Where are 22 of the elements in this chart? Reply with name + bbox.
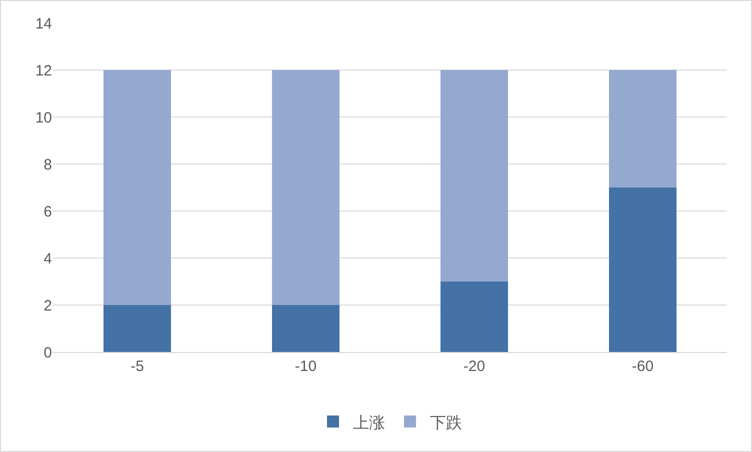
bar: [104, 305, 171, 352]
x-tick-label: -60: [632, 358, 654, 375]
y-tick-label: 8: [44, 156, 52, 174]
bar: [609, 70, 676, 188]
bar: [272, 305, 340, 352]
y-tick-label: 10: [35, 109, 52, 126]
bar: [609, 188, 676, 352]
y-tick-label: 6: [44, 203, 52, 220]
y-tick-label: 14: [35, 15, 52, 32]
legend-label: 下跌: [430, 414, 462, 432]
bar: [440, 70, 508, 282]
x-tick-label: -5: [130, 358, 144, 375]
legend-label: 上涨: [353, 414, 385, 432]
x-tick-label: -10: [294, 358, 317, 375]
y-tick-label: 4: [44, 250, 52, 268]
y-tick-label: 0: [44, 344, 52, 362]
bar: [440, 282, 508, 352]
x-tick-label: -20: [463, 358, 486, 375]
bar: [272, 70, 340, 305]
bar: [104, 70, 171, 305]
y-tick-label: 2: [44, 297, 52, 314]
y-tick-label: 12: [35, 62, 52, 80]
